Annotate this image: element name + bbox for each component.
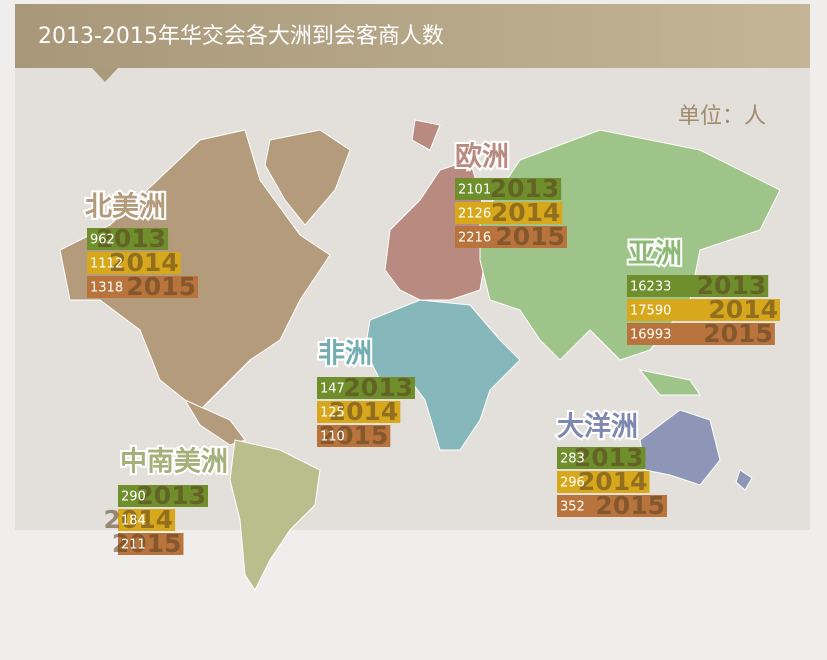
bar [118, 509, 176, 531]
bar [118, 485, 208, 507]
chart-title: 2013-2015年华交会各大洲到会客商人数 [38, 24, 444, 49]
series-watermark: 2014 [491, 198, 561, 227]
bar [557, 471, 650, 493]
value-label: 147 [320, 382, 345, 397]
series-watermark: 2014 [708, 295, 778, 324]
series-watermark: 2013 [697, 271, 767, 300]
series-watermark: 2015 [112, 529, 182, 558]
bar [317, 377, 415, 399]
bar [455, 202, 563, 224]
series-watermark: 2014 [109, 248, 179, 277]
unit-label: 单位：人 [678, 104, 766, 129]
value-label: 211 [121, 538, 146, 553]
region-label: 中南美洲 [120, 446, 228, 478]
value-label: 2216 [458, 231, 491, 246]
bar [317, 401, 401, 423]
value-label: 17590 [630, 304, 671, 319]
value-label: 1318 [90, 281, 123, 296]
series-watermark: 2015 [495, 222, 565, 251]
bar [627, 323, 775, 345]
value-label: 283 [560, 452, 585, 467]
value-label: 352 [560, 500, 585, 515]
value-label: 1112 [90, 257, 123, 272]
bar [557, 447, 646, 469]
value-label: 296 [560, 476, 585, 491]
value-label: 290 [121, 490, 146, 505]
header-pointer [92, 68, 118, 82]
bar [455, 178, 562, 200]
region-label: 亚洲 [628, 239, 682, 270]
bar [87, 228, 169, 250]
series-watermark: 2013 [574, 443, 644, 472]
series-watermark: 2013 [136, 481, 206, 510]
bar [455, 226, 567, 248]
region-label: 非洲 [318, 339, 372, 370]
value-label: 2126 [458, 207, 491, 222]
value-label: 184 [121, 514, 146, 529]
series-watermark: 2013 [96, 224, 166, 253]
region-label: 北美洲 [85, 191, 166, 223]
series-watermark: 2015 [595, 491, 665, 520]
bar [557, 495, 667, 517]
value-label: 16993 [630, 328, 671, 343]
series-watermark: 2014 [104, 505, 174, 534]
bar [87, 252, 181, 274]
region-label: 欧洲 [455, 142, 509, 173]
bar [118, 533, 184, 555]
series-watermark: 2014 [329, 397, 399, 426]
value-label: 962 [90, 233, 115, 248]
value-label: 2101 [458, 183, 491, 198]
value-label: 16233 [630, 280, 671, 295]
region-label: 大洋洲 [557, 411, 638, 443]
series-watermark: 2013 [490, 174, 560, 203]
series-watermark: 2013 [343, 373, 413, 402]
series-watermark: 2015 [126, 272, 196, 301]
value-label: 110 [320, 430, 345, 445]
bar [627, 299, 780, 321]
bar [317, 425, 391, 447]
header [15, 4, 810, 68]
series-watermark: 2015 [319, 421, 389, 450]
series-watermark: 2014 [578, 467, 648, 496]
series-watermark: 2015 [703, 319, 773, 348]
bar [627, 275, 769, 297]
value-label: 125 [320, 406, 345, 421]
bar [87, 276, 198, 298]
